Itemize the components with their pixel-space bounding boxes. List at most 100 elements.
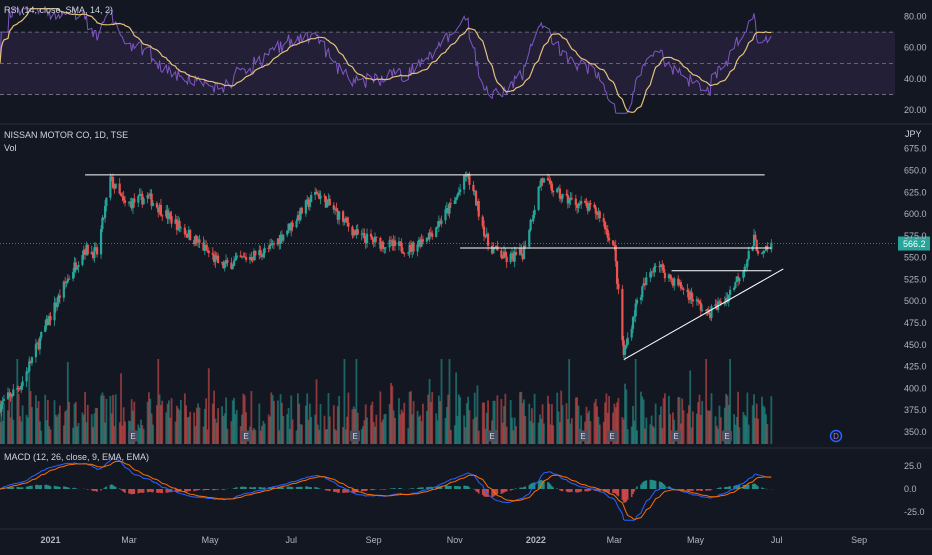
volume-bar [180, 400, 182, 444]
candle-body [710, 306, 712, 318]
candle-body [112, 177, 114, 188]
candle-body [233, 261, 235, 266]
x-tick-label: Mar [121, 535, 137, 545]
volume-bar [143, 429, 145, 444]
candle-body [68, 279, 70, 280]
candle-body [87, 245, 89, 255]
volume-bar [413, 401, 415, 444]
event-marker-label: E [724, 432, 729, 441]
candle-body [641, 286, 643, 297]
candle-body [559, 188, 561, 198]
candle-body [617, 284, 619, 289]
price-tick-label: 400.0 [904, 383, 927, 393]
volume-bar [543, 423, 545, 444]
candle-body [245, 257, 247, 260]
volume-bar [469, 410, 471, 444]
candle-body [100, 229, 102, 254]
candle-body [286, 230, 288, 234]
candle-body [543, 178, 545, 182]
rsi-tick-label: 60.00 [904, 43, 927, 53]
rsi-title: RSI (14, close, SMA, 14, 2) [4, 5, 113, 15]
price-tick-label: 650.0 [904, 166, 927, 176]
macd-histogram-bar [646, 480, 648, 489]
price-tick-label: 525.0 [904, 274, 927, 284]
macd-histogram-bar [301, 487, 303, 489]
macd-histogram-bar [115, 487, 117, 489]
volume-bar [348, 393, 350, 444]
candle-body [764, 251, 766, 252]
candle-body [673, 279, 675, 286]
volume-bar [152, 425, 154, 444]
macd-histogram-bar [711, 489, 713, 490]
volume-bar [478, 431, 480, 444]
volume-bar [320, 404, 322, 444]
candle-body [645, 277, 647, 285]
macd-histogram-bar [556, 488, 558, 489]
candle-body [756, 240, 758, 251]
candle-body [156, 203, 158, 207]
candle-body [407, 252, 409, 253]
candle-body [539, 186, 541, 187]
macd-histogram-bar [22, 487, 24, 489]
candle-body [664, 273, 666, 278]
candle-body [549, 181, 551, 184]
candle-body [468, 174, 470, 185]
event-marker-label: E [352, 432, 357, 441]
candle-body [77, 265, 79, 267]
volume-bar [506, 427, 508, 444]
volume-bar [645, 418, 647, 444]
candle-body [692, 299, 694, 301]
candle-body [81, 255, 83, 265]
candle-body [63, 282, 65, 298]
candle-body [603, 218, 605, 222]
x-tick-label: Sep [851, 535, 867, 545]
candle-body [0, 404, 2, 412]
volume-bar [68, 402, 70, 444]
candle-body [282, 235, 284, 241]
volume-bar [739, 427, 741, 444]
candle-body [212, 253, 214, 255]
candle-body [534, 210, 536, 215]
candle-body [115, 184, 117, 189]
candle-body [612, 241, 614, 245]
candle-body [403, 253, 405, 254]
candle-body [262, 253, 264, 257]
price-tick-label: 575.0 [904, 231, 927, 241]
candle-body [500, 250, 502, 257]
candle-body [39, 338, 41, 350]
candle-body [589, 203, 591, 205]
candle-body [510, 254, 512, 262]
candle-body [184, 228, 186, 234]
volume-bar [562, 405, 564, 444]
candle-body [698, 301, 700, 303]
macd-histogram-bar [655, 481, 657, 489]
candle-body [515, 252, 517, 255]
candle-body [435, 228, 437, 237]
macd-histogram-bar [506, 489, 508, 492]
candle-body [295, 221, 297, 227]
candle-body [11, 396, 13, 397]
candle-body [72, 272, 74, 279]
macd-histogram-bar [608, 489, 610, 493]
candle-body [20, 386, 22, 389]
candle-body [329, 199, 331, 205]
candle-body [416, 244, 418, 251]
candle-body [458, 192, 460, 194]
macd-histogram-bar [524, 487, 526, 489]
volume-bar [161, 401, 163, 444]
candle-body [250, 257, 252, 260]
candle-body [444, 209, 446, 220]
price-tick-label: 625.0 [904, 187, 927, 197]
macd-histogram-bar [208, 489, 210, 490]
candle-body [621, 289, 623, 340]
candle-body [450, 203, 452, 204]
macd-histogram-bar [422, 487, 424, 489]
price-tick-label: 450.0 [904, 340, 927, 350]
candle-body [734, 282, 736, 288]
x-tick-label: 2021 [41, 535, 61, 545]
candle-body [627, 338, 629, 345]
candle-body [440, 220, 442, 223]
volume-bar [12, 420, 14, 444]
